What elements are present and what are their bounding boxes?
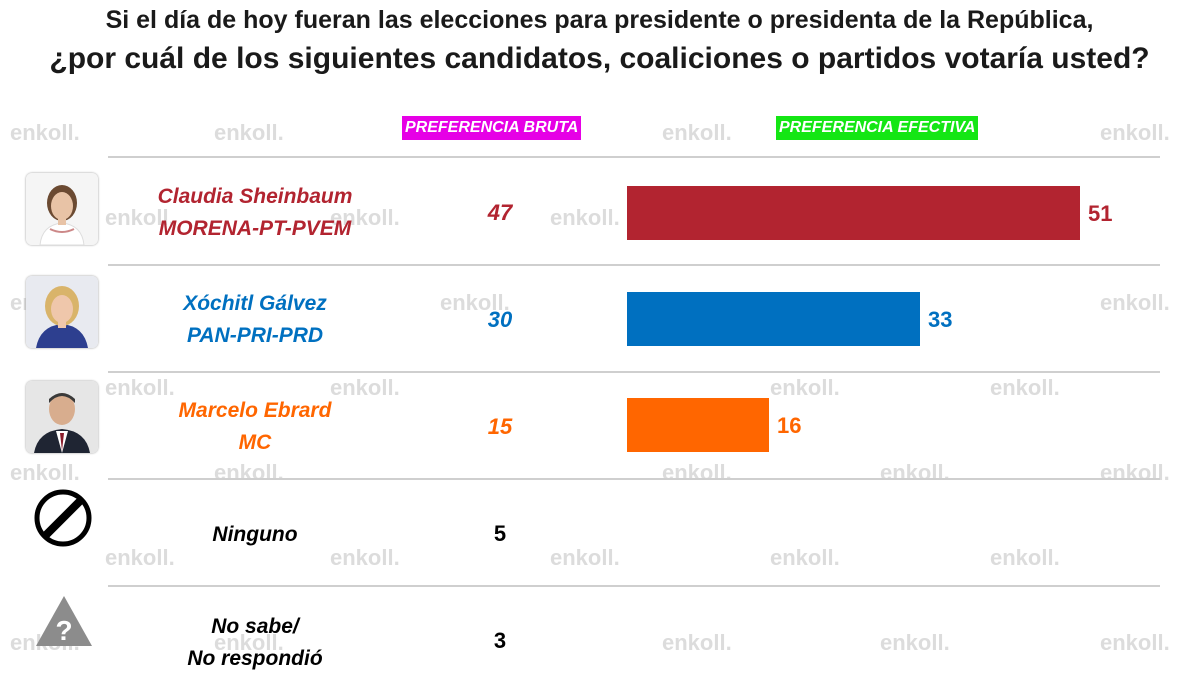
candidate-party-sheinbaum: MORENA-PT-PVEM — [158, 217, 352, 240]
watermark-text: enkoll. — [1100, 120, 1170, 145]
row-separator — [108, 156, 1160, 158]
chart-title-line1: Si el día de hoy fueran las elecciones p… — [105, 6, 1094, 34]
watermark-text: enkoll. — [550, 205, 620, 230]
bar-label-ebrard: 16 — [777, 413, 802, 438]
watermark-text: enkoll. — [662, 630, 732, 655]
bar-efectiva-galvez — [627, 292, 920, 346]
watermark-text: enkoll. — [880, 630, 950, 655]
option-name-no-sabe: No sabe/ — [211, 615, 299, 638]
bruta-value-galvez: 30 — [487, 307, 513, 332]
prohibited-icon — [33, 488, 93, 548]
candidate-photo-galvez — [26, 276, 98, 348]
row-separator — [108, 478, 1160, 480]
watermark-text: enkoll. — [10, 120, 80, 145]
watermark-text: enkoll. — [662, 460, 732, 485]
bar-label-galvez: 33 — [928, 307, 953, 332]
option-name-ninguno: Ninguno — [212, 523, 298, 546]
watermark-text: enkoll. — [990, 375, 1060, 400]
candidate-photo-sheinbaum — [26, 173, 98, 245]
watermark-text: enkoll. — [1100, 290, 1170, 315]
row-separator — [108, 371, 1160, 373]
watermark-text: enkoll. — [10, 460, 80, 485]
row-separator — [108, 264, 1160, 266]
candidate-photo-ebrard — [26, 381, 98, 453]
bar-label-sheinbaum: 51 — [1088, 201, 1113, 226]
bruta-value-no-sabe: 3 — [493, 628, 507, 653]
svg-text:?: ? — [55, 615, 72, 646]
watermark-text: enkoll. — [214, 460, 284, 485]
chart-title-line2: ¿por cuál de los siguientes candidatos, … — [49, 42, 1150, 75]
bar-efectiva-sheinbaum — [627, 186, 1080, 240]
candidate-name-ebrard: Marcelo Ebrard — [178, 399, 332, 422]
bruta-value-ebrard: 15 — [487, 414, 513, 439]
bar-efectiva-ebrard — [627, 398, 769, 452]
bruta-value-ninguno: 5 — [493, 521, 507, 546]
header-preferencia-bruta: PREFERENCIA BRUTA — [402, 116, 582, 140]
watermark-text: enkoll. — [1100, 460, 1170, 485]
option-name-no-respondio: No respondió — [187, 647, 323, 670]
watermark-text: enkoll. — [550, 545, 620, 570]
candidate-name-sheinbaum: Claudia Sheinbaum — [157, 185, 353, 208]
row-separator — [108, 585, 1160, 587]
bruta-value-sheinbaum: 47 — [487, 200, 513, 225]
watermark-text: enkoll. — [1100, 630, 1170, 655]
candidate-name-galvez: Xóchitl Gálvez — [183, 292, 327, 315]
candidate-party-galvez: PAN-PRI-PRD — [186, 324, 324, 347]
watermark-text: enkoll. — [214, 120, 284, 145]
question-warning-icon: ? — [34, 594, 94, 648]
watermark-text: enkoll. — [880, 460, 950, 485]
watermark-text: enkoll. — [770, 375, 840, 400]
candidate-party-ebrard: MC — [238, 431, 272, 454]
header-preferencia-efectiva: PREFERENCIA EFECTIVA — [776, 116, 979, 140]
watermark-text: enkoll. — [990, 545, 1060, 570]
watermark-text: enkoll. — [662, 120, 732, 145]
watermark-text: enkoll. — [770, 545, 840, 570]
